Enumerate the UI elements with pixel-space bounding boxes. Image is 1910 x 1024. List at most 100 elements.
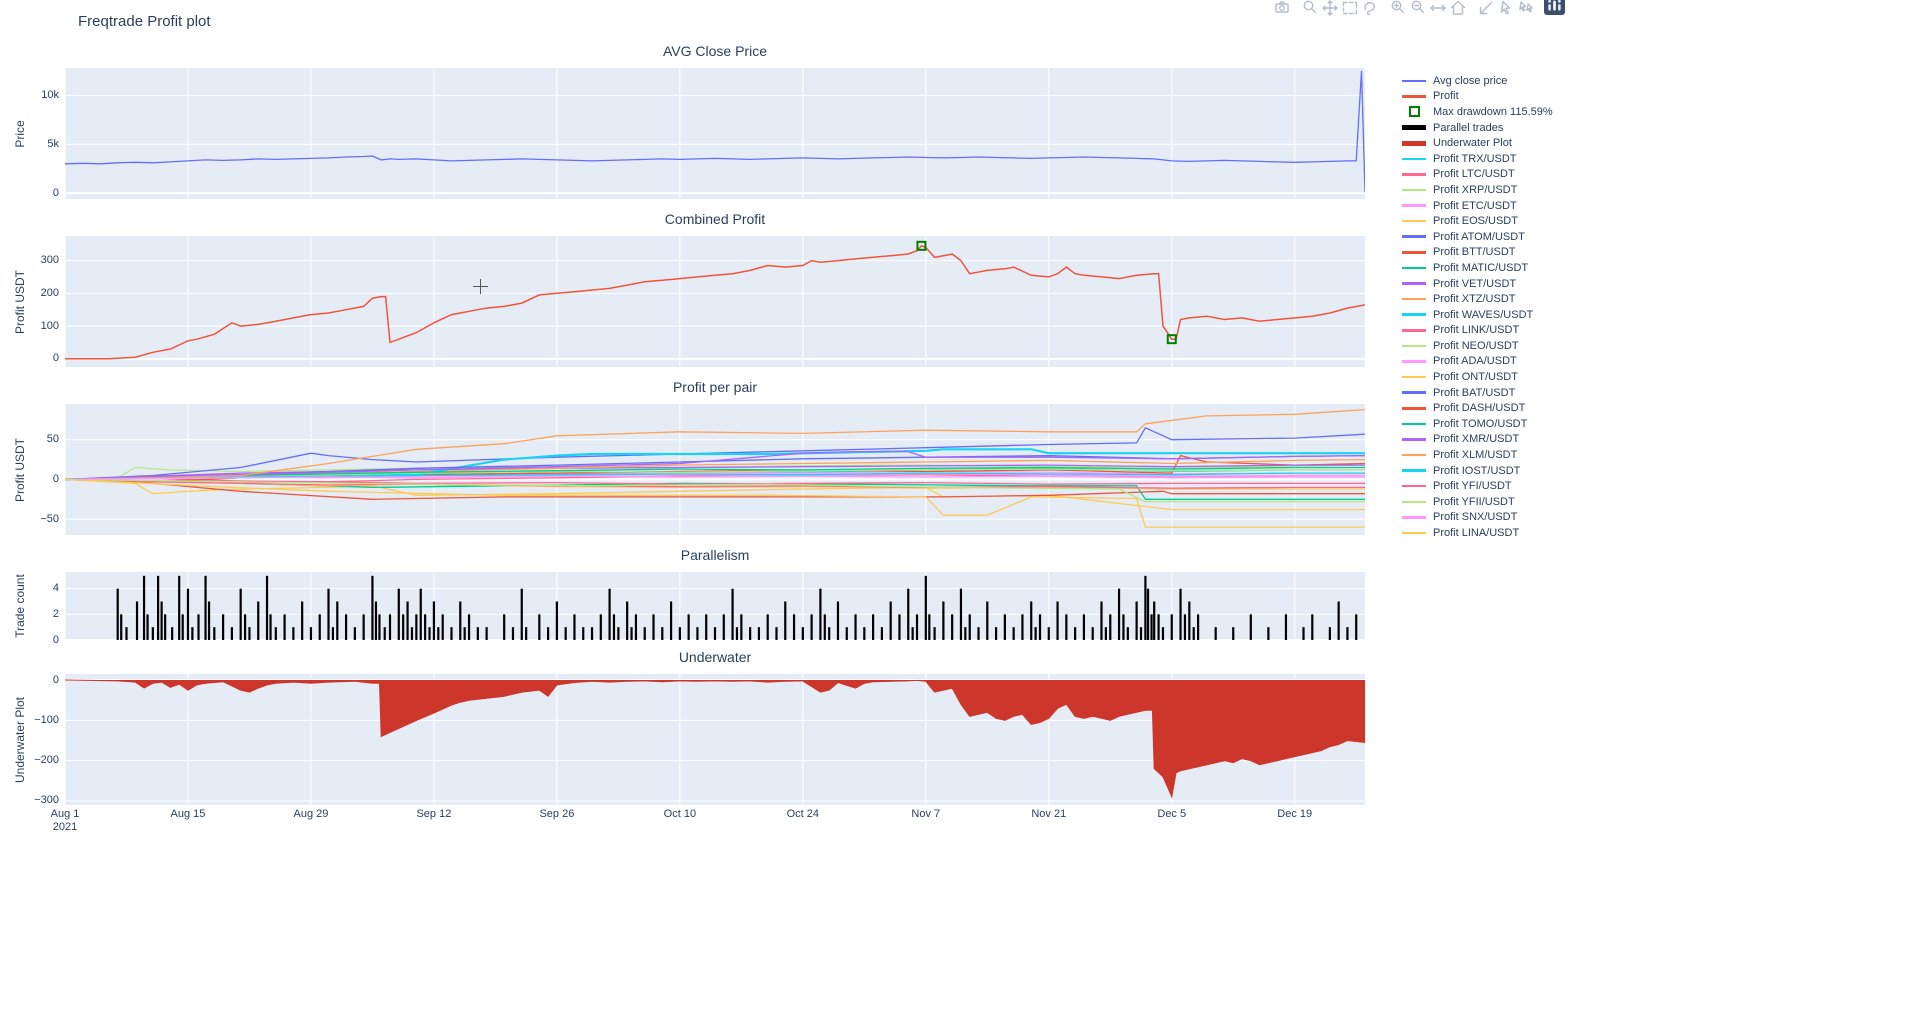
legend-swatch-icon	[1402, 360, 1426, 363]
legend-item-profit-ltc-usdt[interactable]: Profit LTC/USDT	[1402, 167, 1553, 183]
subplot-title-avg-close-price: AVG Close Price	[663, 43, 767, 59]
plotly-logo[interactable]	[1544, 0, 1565, 20]
legend-swatch-icon	[1402, 391, 1426, 394]
y-tick-label: 300	[40, 254, 59, 267]
legend-item-profit-yfi-usdt[interactable]: Profit YFI/USDT	[1402, 478, 1553, 494]
legend-item-profit-ont-usdt[interactable]: Profit ONT/USDT	[1402, 369, 1553, 385]
legend-item-profit[interactable]: Profit	[1402, 89, 1553, 105]
y-tick-label: 100	[40, 319, 59, 332]
legend-item-profit-dash-usdt[interactable]: Profit DASH/USDT	[1402, 400, 1553, 416]
legend-item-profit-vet-usdt[interactable]: Profit VET/USDT	[1402, 276, 1553, 292]
zoom-out-icon[interactable]	[1408, 0, 1428, 17]
toggle-spikelines-icon[interactable]	[1476, 0, 1496, 17]
subplot-title-parallelism: Parallelism	[680, 547, 750, 563]
subplot-combined-profit[interactable]	[65, 236, 1365, 367]
legend-swatch-icon	[1402, 531, 1426, 535]
legend-item-profit-neo-usdt[interactable]: Profit NEO/USDT	[1402, 338, 1553, 354]
legend-item-profit-bat-usdt[interactable]: Profit BAT/USDT	[1402, 385, 1553, 401]
legend-item-profit-btt-usdt[interactable]: Profit BTT/USDT	[1402, 245, 1553, 261]
subplot-avg-close-price[interactable]	[65, 68, 1365, 199]
subplot-parallelism[interactable]	[65, 572, 1365, 640]
autoscale-icon[interactable]	[1428, 0, 1448, 17]
legend-item-label: Profit NEO/USDT	[1433, 339, 1519, 352]
legend-item-avg-close-price[interactable]: Avg close price	[1402, 73, 1553, 89]
legend-item-label: Profit EOS/USDT	[1433, 215, 1518, 228]
legend-swatch-icon	[1402, 219, 1426, 223]
legend-item-profit-tomo-usdt[interactable]: Profit TOMO/USDT	[1402, 416, 1553, 432]
series-underwater-plot	[65, 679, 1365, 799]
legend-swatch-icon	[1402, 422, 1426, 426]
legend-item-profit-xlm-usdt[interactable]: Profit XLM/USDT	[1402, 447, 1553, 463]
series-profit-xlm-usdt	[65, 408, 1365, 481]
lasso-select-icon[interactable]	[1360, 0, 1380, 17]
legend-item-max-drawdown-115-59[interactable]: Max drawdown 115.59%	[1402, 104, 1553, 120]
legend-item-profit-waves-usdt[interactable]: Profit WAVES/USDT	[1402, 307, 1553, 323]
series-profit-yfi-usdt	[65, 478, 1365, 489]
zoom-in-icon[interactable]	[1388, 0, 1408, 17]
legend-item-label: Profit ADA/USDT	[1433, 355, 1517, 368]
legend-item-profit-trx-usdt[interactable]: Profit TRX/USDT	[1402, 151, 1553, 167]
subplot-profit-per-pair[interactable]	[65, 404, 1365, 535]
legend-item-profit-link-usdt[interactable]: Profit LINK/USDT	[1402, 323, 1553, 339]
series-profit-neo-usdt	[65, 468, 1365, 481]
series-profit-ltc-usdt	[65, 474, 1365, 483]
legend-item-profit-snx-usdt[interactable]: Profit SNX/USDT	[1402, 510, 1553, 526]
hover-closest-icon[interactable]	[1496, 0, 1516, 17]
series-profit-dash-usdt	[65, 478, 1365, 500]
box-select-icon[interactable]	[1340, 0, 1360, 17]
legend-item-label: Profit TOMO/USDT	[1433, 417, 1528, 430]
series-profit-vet-usdt	[65, 464, 1365, 481]
legend-item-label: Parallel trades	[1433, 121, 1504, 134]
legend-item-label: Profit LINA/USDT	[1433, 527, 1520, 540]
legend-item-label: Profit IOST/USDT	[1433, 464, 1521, 477]
legend-swatch-icon	[1402, 125, 1426, 131]
legend-item-label: Profit XLM/USDT	[1433, 449, 1518, 462]
zoom-icon[interactable]	[1300, 0, 1320, 17]
legend-item-label: Profit YFI/USDT	[1433, 480, 1512, 493]
x-tick-label: Sep 12	[416, 808, 452, 820]
legend-swatch-icon	[1402, 266, 1426, 270]
legend-item-label: Profit TRX/USDT	[1433, 152, 1517, 165]
legend-swatch-icon	[1402, 375, 1426, 379]
legend-item-label: Profit MATIC/USDT	[1433, 261, 1529, 274]
legend-item-profit-xmr-usdt[interactable]: Profit XMR/USDT	[1402, 432, 1553, 448]
legend-swatch-icon	[1402, 484, 1426, 488]
subplot-underwater[interactable]	[65, 674, 1365, 805]
page-title: Freqtrade Profit plot	[78, 13, 211, 30]
legend-swatch-icon	[1402, 500, 1426, 504]
legend-swatch-icon	[1402, 469, 1426, 472]
x-tick-label: Aug 29	[293, 808, 329, 820]
legend-item-profit-lina-usdt[interactable]: Profit LINA/USDT	[1402, 525, 1553, 541]
legend-item-profit-iost-usdt[interactable]: Profit IOST/USDT	[1402, 463, 1553, 479]
series-profit-waves-usdt	[65, 448, 1365, 481]
legend-item-profit-yfii-usdt[interactable]: Profit YFII/USDT	[1402, 494, 1553, 510]
legend-item-profit-xrp-usdt[interactable]: Profit XRP/USDT	[1402, 182, 1553, 198]
legend-swatch-icon	[1402, 297, 1426, 301]
legend-item-label: Profit DASH/USDT	[1433, 402, 1526, 415]
y-tick-label: 0	[52, 633, 59, 646]
legend-item-label: Profit SNX/USDT	[1433, 511, 1518, 524]
x-tick-label: Dec 5	[1157, 808, 1187, 820]
legend-item-label: Profit WAVES/USDT	[1433, 308, 1534, 321]
legend-item-profit-ada-usdt[interactable]: Profit ADA/USDT	[1402, 354, 1553, 370]
legend-swatch-icon	[1402, 204, 1426, 207]
legend: Avg close price Profit Max drawdown 115.59…	[1402, 73, 1553, 541]
legend-item-profit-atom-usdt[interactable]: Profit ATOM/USDT	[1402, 229, 1553, 245]
legend-item-parallel-trades[interactable]: Parallel trades	[1402, 120, 1553, 136]
legend-item-profit-eos-usdt[interactable]: Profit EOS/USDT	[1402, 213, 1553, 229]
hover-compare-icon[interactable]	[1516, 0, 1536, 17]
legend-item-label: Profit BTT/USDT	[1433, 246, 1516, 259]
reset-axes-icon[interactable]	[1448, 0, 1468, 17]
x-tick-label: Nov 7	[911, 808, 941, 820]
legend-item-profit-xtz-usdt[interactable]: Profit XTZ/USDT	[1402, 291, 1553, 307]
x-tick-label: Oct 24	[786, 808, 820, 820]
series-profit-iost-usdt	[65, 472, 1365, 481]
pan-icon[interactable]	[1320, 0, 1340, 17]
download-plot-icon[interactable]	[1272, 0, 1292, 17]
modebar	[1272, 0, 1565, 20]
legend-item-profit-matic-usdt[interactable]: Profit MATIC/USDT	[1402, 260, 1553, 276]
legend-item-underwater-plot[interactable]: Underwater Plot	[1402, 135, 1553, 151]
legend-swatch-icon	[1402, 79, 1426, 83]
legend-item-profit-etc-usdt[interactable]: Profit ETC/USDT	[1402, 198, 1553, 214]
